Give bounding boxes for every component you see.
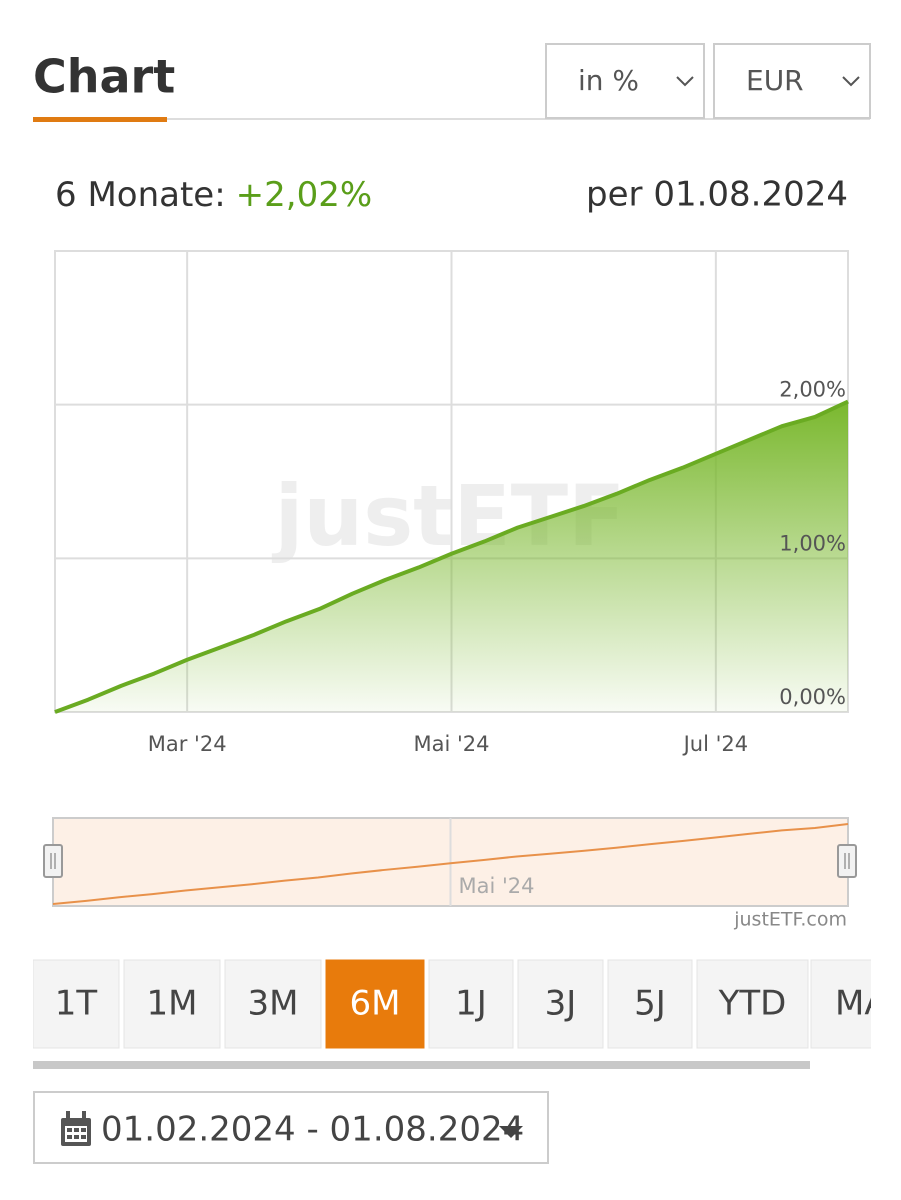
range-button[interactable] [325, 959, 425, 1049]
y-tick-label: 2,00% [779, 378, 846, 402]
range-label[interactable]: 3M [248, 984, 299, 1024]
area [55, 401, 848, 712]
calendar-icon [61, 1111, 91, 1146]
range-button[interactable] [607, 959, 693, 1049]
range-button[interactable] [428, 959, 514, 1049]
x-tick-label: Mai '24 [414, 732, 490, 756]
title-underline [33, 117, 167, 122]
scrollbar [33, 1061, 810, 1069]
range-label[interactable]: 5J [634, 984, 666, 1024]
range-button[interactable] [224, 959, 322, 1049]
range-label[interactable]: 1J [455, 984, 487, 1024]
select-box[interactable] [545, 43, 705, 119]
select-label[interactable]: in % [578, 64, 639, 97]
unit-select[interactable]: in % [545, 43, 705, 119]
date-range[interactable]: 01.02.2024 - 01.08.2024 [33, 1091, 549, 1164]
navigator-line [52, 823, 849, 905]
date-box[interactable] [33, 1091, 549, 1164]
as-of: per 01.08.2024 [586, 175, 848, 215]
summary: 6 Monate: +2,02% [55, 175, 372, 215]
range-label[interactable]: 1M [147, 984, 198, 1024]
range-button[interactable] [810, 959, 901, 1049]
chevron [676, 76, 694, 87]
x-tick-label: Mar '24 [148, 732, 227, 756]
caret [499, 1126, 523, 1138]
range-button[interactable] [33, 959, 120, 1049]
chevron [842, 76, 860, 87]
range-label[interactable]: YTD [718, 984, 787, 1024]
range-button[interactable] [517, 959, 604, 1049]
range-button[interactable] [696, 959, 809, 1049]
summary-change: +2,02% [236, 175, 373, 215]
select-label[interactable]: EUR [746, 64, 804, 97]
y-tick-label: 0,00% [779, 685, 846, 709]
y-tick-label: 1,00% [779, 531, 846, 555]
x-tick-label: Jul '24 [682, 732, 749, 756]
range-label[interactable]: 3J [545, 984, 577, 1024]
credit: justETF.com [733, 909, 847, 931]
select-box[interactable] [713, 43, 871, 119]
date-range-text[interactable]: 01.02.2024 - 01.08.2024 [101, 1110, 524, 1150]
range-button[interactable] [123, 959, 221, 1049]
currency-select[interactable]: EUR [713, 43, 871, 119]
range-buttons: 1T 1M 3M 6M 1J 3J 5J YTD MAX [33, 959, 901, 1049]
navigator-handle[interactable] [837, 844, 857, 878]
range-label[interactable]: MAX [835, 984, 901, 1024]
navigator-label: Mai '24 [459, 874, 535, 898]
title: Chart [33, 50, 175, 104]
range-label[interactable]: 1T [55, 984, 98, 1024]
line [54, 399, 849, 714]
range-label[interactable]: 6M [350, 984, 401, 1024]
navigator-handle[interactable] [43, 844, 63, 878]
navigator: Mai '24 [43, 817, 857, 907]
summary-label: 6 Monate: [55, 175, 226, 215]
